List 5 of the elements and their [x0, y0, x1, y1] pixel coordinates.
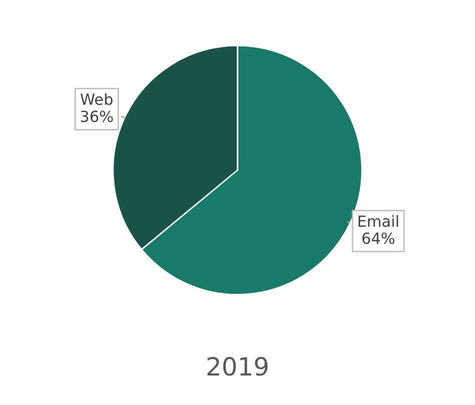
- data-label: 36%: [80, 110, 113, 122]
- slice-label: Web: [80, 93, 113, 106]
- text: 2019: [208, 356, 268, 376]
- data-label: 64%: [362, 232, 394, 244]
- slice-label: Email: [358, 215, 398, 227]
